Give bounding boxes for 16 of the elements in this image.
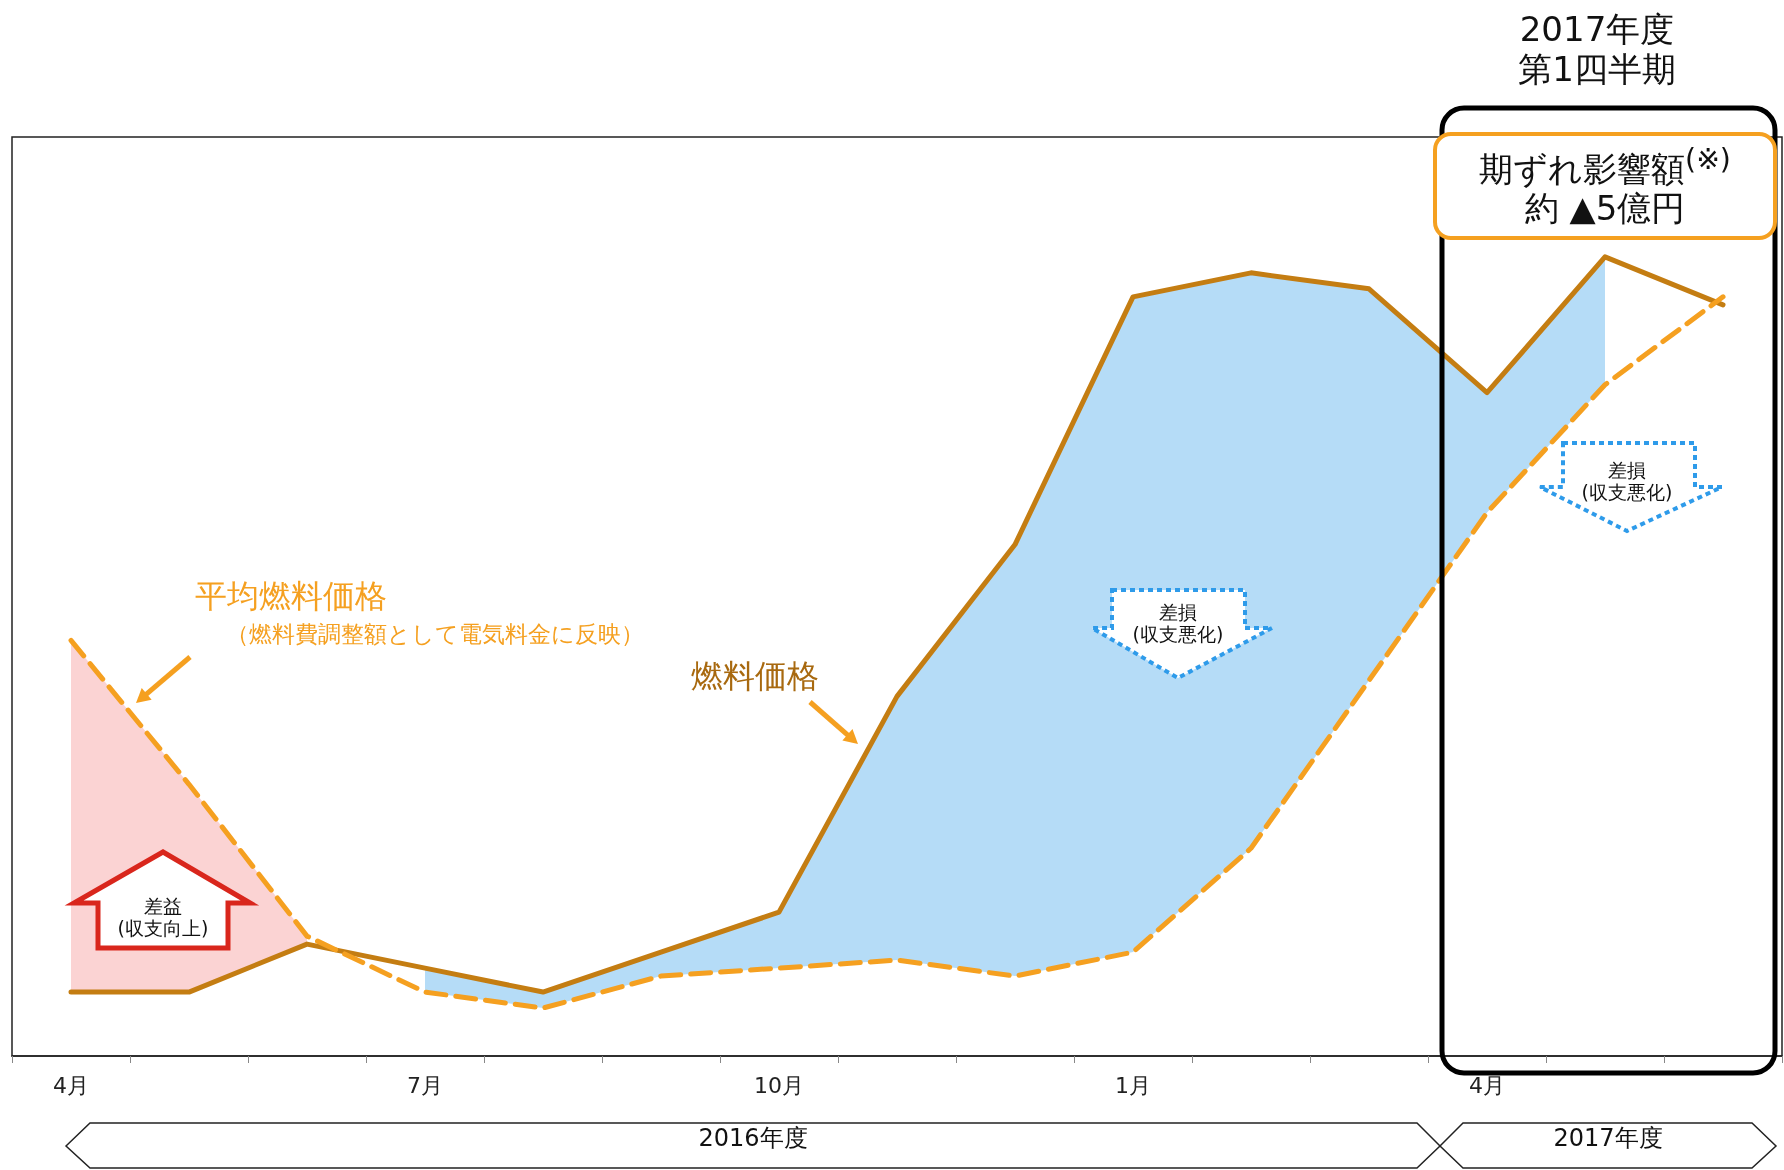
- text: 第1四半期: [1518, 49, 1676, 90]
- annotation: （燃料費調整額として電気料金に反映）: [226, 620, 644, 648]
- text: 2016年度: [698, 1124, 808, 1153]
- text: 期ずれ影響額$^{(※)}$ 約 ▲5億円: [1433, 131, 1777, 241]
- x-tick-label: 4月: [53, 1072, 89, 1098]
- annotation: 差益 (収支向上): [117, 895, 209, 940]
- text: 2017年度: [1553, 1124, 1663, 1153]
- text: 平均燃料価格: [195, 576, 387, 615]
- text: 2017年度: [1519, 9, 1675, 50]
- annotation: 差損 (収支悪化): [1132, 601, 1224, 646]
- text: 燃料価格: [691, 656, 819, 695]
- annotation: 差損 (収支悪化): [1581, 459, 1673, 504]
- x-tick-label: 7月: [407, 1072, 443, 1098]
- x-tick-label: 1月: [1115, 1072, 1151, 1098]
- x-tick-label: 4月: [1469, 1072, 1505, 1098]
- x-tick-label: 10月: [754, 1072, 804, 1098]
